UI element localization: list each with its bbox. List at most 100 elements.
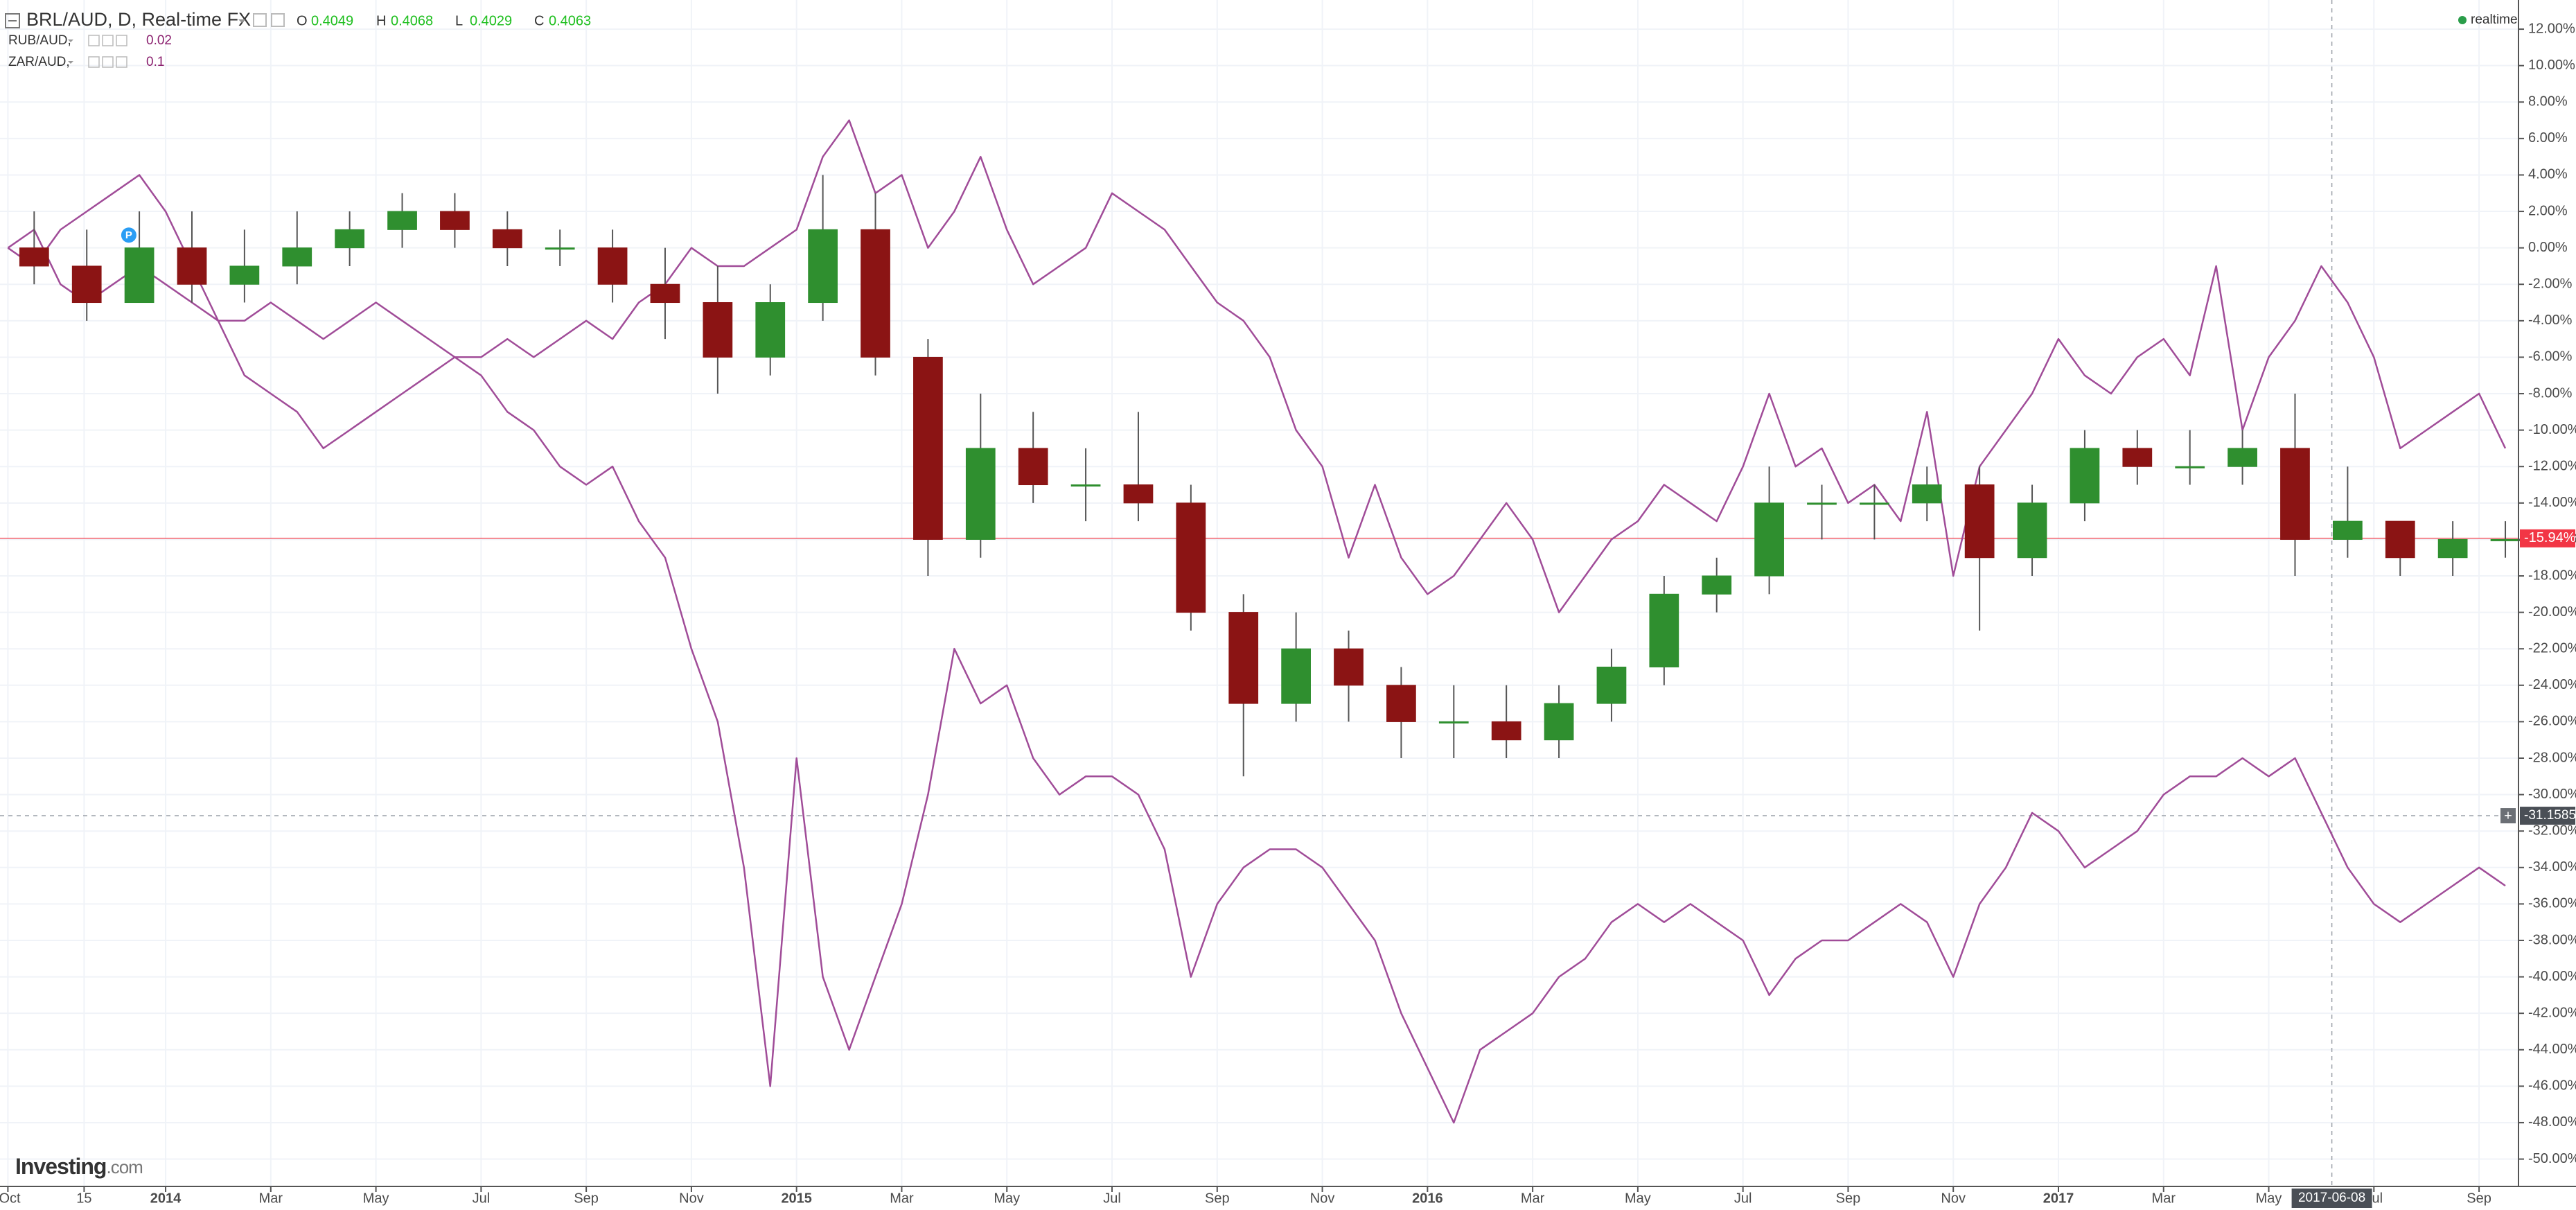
crosshair-plus-button[interactable] [2500, 808, 2516, 824]
candle-body [913, 356, 943, 540]
legend-icon[interactable] [88, 56, 100, 68]
x-tick-label: May [994, 1191, 1020, 1206]
y-tick-label: -26.00% [2528, 714, 2576, 729]
y-tick-label: 8.00% [2528, 94, 2568, 109]
legend-icon[interactable] [116, 35, 127, 46]
x-tick-label: 15 [76, 1191, 91, 1206]
legend-icon[interactable] [102, 35, 114, 46]
realtime-dot [2458, 16, 2467, 24]
candle-body [1649, 593, 1679, 668]
x-tick-label: Sep [1836, 1191, 1861, 1206]
ohlc-value: 0.4068 [391, 13, 433, 28]
logo-suffix: .com [106, 1157, 142, 1177]
event-marker [121, 227, 136, 243]
y-tick-label: -50.00% [2528, 1151, 2576, 1166]
y-tick-label: -4.00% [2528, 313, 2573, 328]
x-tick-label: Sep [574, 1191, 599, 1206]
legend-icon[interactable] [116, 56, 127, 68]
y-tick-label: -34.00% [2528, 859, 2576, 875]
candle-body [808, 229, 838, 304]
realtime-status: realtime [2471, 12, 2518, 27]
ohlc-label: L [455, 13, 463, 28]
candle-body [650, 283, 680, 304]
y-tick-label: -12.00% [2528, 459, 2576, 474]
candle-body [440, 211, 470, 230]
x-tick-label: Mar [890, 1191, 914, 1206]
x-tick-label: Jul [1734, 1191, 1752, 1206]
y-tick-label: -36.00% [2528, 896, 2576, 911]
candle-body [1070, 484, 1101, 487]
event-label: P [125, 229, 132, 241]
ohlc-value: 0.4049 [311, 13, 353, 28]
candle-body [335, 229, 365, 249]
x-tick-label: Nov [679, 1191, 704, 1206]
x-tick-label: Nov [1310, 1191, 1335, 1206]
candle-body [71, 265, 102, 304]
candle-body [1964, 484, 1995, 559]
candle-body [1281, 648, 1311, 704]
x-tick-label: Mar [2152, 1191, 2176, 1206]
logo-name: Investing [15, 1154, 106, 1179]
candle-body [1334, 648, 1364, 686]
settings-icon[interactable] [253, 13, 267, 27]
chart-title: BRL/AUD, D, Real-time FX [26, 9, 251, 30]
candle-body [2385, 520, 2415, 559]
x-tick-label: Oct [0, 1191, 21, 1206]
legend-name: RUB/AUD, [8, 33, 71, 48]
y-tick-label: -32.00% [2528, 823, 2576, 838]
x-tick-label: Mar [1521, 1191, 1545, 1206]
candle-body [2437, 538, 2468, 559]
candle-body [2227, 448, 2257, 467]
candle-body [2490, 538, 2521, 541]
crosshair-x-label: 2017-06-08 [2298, 1191, 2365, 1205]
candle-body [282, 247, 312, 267]
logo: Investing.com [15, 1154, 143, 1179]
series-line [7, 119, 2507, 613]
candle-body [1544, 703, 1574, 741]
crosshair-y-box [2520, 807, 2575, 825]
candle-body [861, 229, 890, 358]
ohlc-label: C [534, 13, 544, 28]
candle-body [2017, 502, 2047, 559]
y-tick-label: -38.00% [2528, 932, 2576, 947]
y-tick-label: -6.00% [2528, 349, 2573, 365]
candle-body [1702, 575, 1732, 595]
ohlc-label: H [376, 13, 386, 28]
candle-body [703, 302, 733, 358]
legend-value: 0.02 [146, 33, 172, 48]
legend-icon[interactable] [88, 35, 100, 46]
candle-body [1754, 502, 1784, 577]
current-value-box [2520, 529, 2575, 547]
hide-icon[interactable] [271, 13, 285, 27]
x-tick-label: 2017 [2043, 1191, 2074, 1206]
ohlc-value: 0.4063 [549, 13, 591, 28]
legend-menu-arrow[interactable] [68, 61, 73, 64]
x-tick-label: 2015 [781, 1191, 812, 1206]
y-tick-label: -40.00% [2528, 969, 2576, 984]
candle-body [1176, 502, 1206, 613]
y-tick-label: -30.00% [2528, 787, 2576, 802]
crosshair-plus: + [2504, 808, 2512, 823]
crosshair-y-label: -31.1585 [2524, 808, 2576, 823]
candle-body [1912, 484, 1942, 504]
collapse-icon[interactable] [5, 13, 20, 28]
y-tick-label: -28.00% [2528, 750, 2576, 765]
axes: 12.00% 10.00% 8.00% 6.00% 4.00% 2.00% 0.00% -2.… [0, 21, 2576, 1208]
candle-body [965, 448, 996, 540]
x-tick-label: Mar [259, 1191, 283, 1206]
x-tick-label: Jul [473, 1191, 491, 1206]
candle-body [124, 247, 155, 304]
candle-body [2122, 448, 2153, 467]
legend-menu-arrow[interactable] [68, 40, 73, 42]
title-menu-arrow[interactable] [238, 19, 245, 23]
candle-body [755, 302, 786, 358]
y-tick-label: 6.00% [2528, 130, 2568, 146]
y-tick-label: -2.00% [2528, 277, 2573, 292]
candle-body [1860, 502, 1889, 505]
legend-icon[interactable] [102, 56, 114, 68]
series-line [7, 229, 2506, 1124]
candle-body [1228, 612, 1259, 704]
legend: RUB/AUD, 0.02 ZAR/AUD, 0.1 [8, 33, 172, 69]
